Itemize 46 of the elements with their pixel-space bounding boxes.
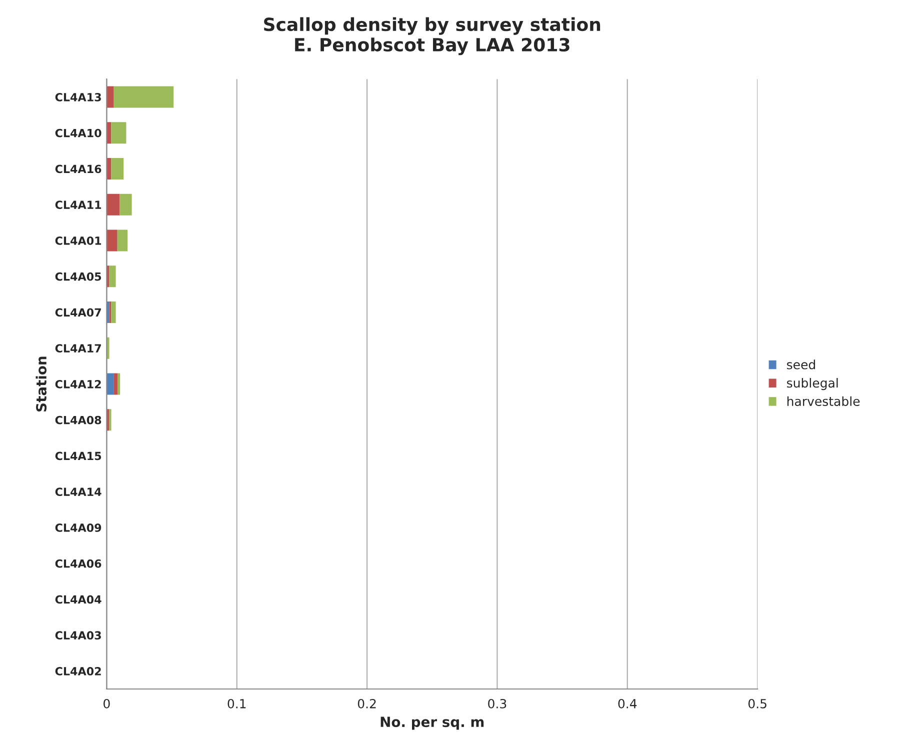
bar [106, 230, 118, 252]
bar [106, 409, 110, 431]
bar [106, 86, 114, 108]
y-tick-label: CL4A12 [55, 380, 101, 388]
bar [106, 302, 110, 324]
x-tick-label: 0.5 [748, 698, 766, 708]
y-tick-label: CL4A11 [55, 200, 102, 210]
bar [117, 373, 120, 395]
y-tick-label: CL4A04 [55, 595, 102, 604]
chart-title: Scallop density by survey station E. Penobscot Bay LAA 2013 [264, 17, 600, 56]
bar [106, 373, 114, 395]
y-tick-label: CL4A15 [55, 452, 102, 460]
x-tick-label: 0 [104, 698, 110, 708]
bar [106, 337, 110, 359]
y-tick-label: CL4A02 [55, 667, 101, 676]
bar [111, 302, 116, 324]
bar [111, 158, 124, 180]
bar [114, 373, 118, 395]
bar [120, 194, 132, 216]
bar [106, 266, 110, 288]
y-tick-label: CL4A14 [55, 488, 102, 496]
x-tick-label: 0.1 [228, 698, 246, 708]
x-tick-label: 0.3 [488, 698, 506, 708]
y-axis-title: Station [36, 356, 47, 412]
legend-label: harvestable [787, 396, 860, 406]
y-tick-label: CL4A07 [55, 308, 101, 317]
bar [114, 86, 174, 108]
bar [111, 122, 126, 144]
legend-label: seed [786, 360, 815, 370]
y-tick-label: CL4A06 [55, 559, 102, 568]
y-tick-label: CL4A16 [55, 164, 102, 174]
y-tick-label: CL4A09 [55, 524, 102, 532]
x-tick-label: 0.2 [358, 698, 376, 708]
x-axis-title: No. per sq. m [380, 716, 484, 730]
x-tick-label: 0.4 [618, 698, 637, 708]
legend-label: sublegal [786, 378, 838, 390]
y-tick-label: CL4A13 [55, 92, 101, 102]
y-tick-label: CL4A03 [55, 631, 101, 640]
y-tick-label: CL4A08 [55, 416, 102, 424]
y-tick-label: CL4A01 [55, 236, 102, 245]
bar [109, 266, 116, 288]
y-tick-label: CL4A17 [55, 344, 101, 353]
y-tick-label: CL4A05 [55, 272, 102, 281]
bar [117, 230, 128, 252]
bar [106, 194, 120, 216]
y-tick-label: CL4A10 [55, 128, 102, 138]
